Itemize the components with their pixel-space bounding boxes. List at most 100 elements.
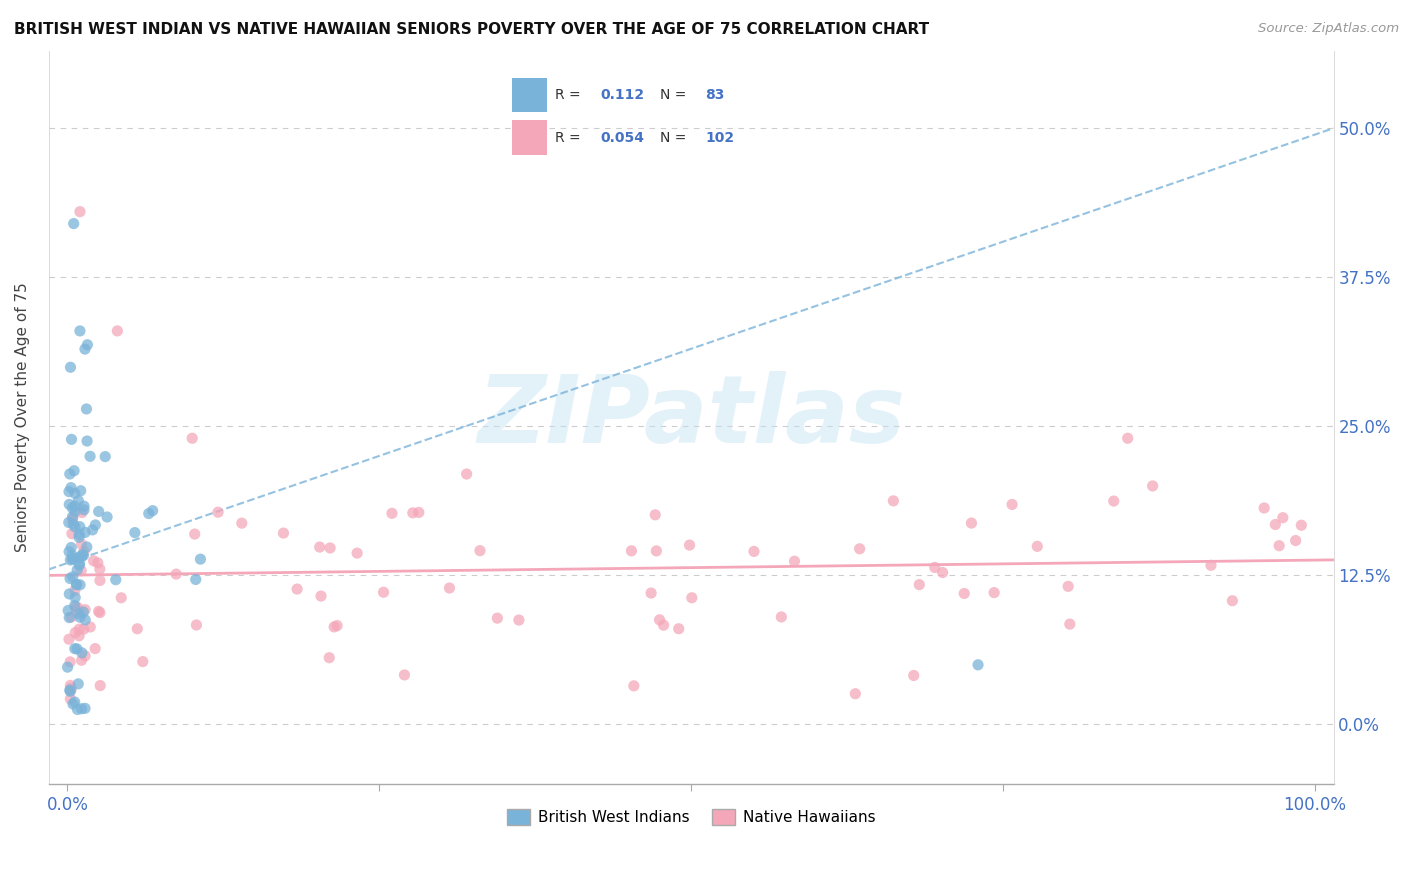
Point	[346, 546, 368, 560]
Point	[181, 431, 204, 445]
Point	[66, 702, 89, 716]
Point	[318, 650, 340, 665]
Point	[59, 553, 82, 567]
Point	[468, 543, 491, 558]
Point	[882, 494, 904, 508]
Point	[678, 538, 700, 552]
Point	[62, 517, 84, 532]
Point	[931, 566, 953, 580]
Point	[848, 541, 870, 556]
Point	[96, 510, 118, 524]
Legend: British West Indians, Native Hawaiians: British West Indians, Native Hawaiians	[501, 803, 882, 831]
Point	[308, 540, 330, 554]
Point	[681, 591, 703, 605]
Point	[73, 701, 96, 715]
Point	[142, 503, 165, 517]
Point	[1026, 539, 1049, 553]
Point	[69, 324, 91, 338]
Point	[56, 660, 79, 674]
Point	[844, 687, 866, 701]
Point	[104, 573, 127, 587]
Point	[1102, 494, 1125, 508]
Point	[402, 506, 425, 520]
Point	[652, 618, 675, 632]
Point	[59, 684, 82, 698]
Point	[69, 519, 91, 533]
Point	[70, 702, 93, 716]
Point	[231, 516, 253, 530]
Point	[59, 683, 82, 698]
Point	[668, 622, 690, 636]
Point	[60, 548, 83, 562]
Point	[72, 605, 94, 619]
Point	[190, 552, 212, 566]
Point	[67, 558, 90, 572]
Point	[67, 629, 90, 643]
Point	[1116, 431, 1139, 445]
Point	[58, 516, 80, 530]
Point	[69, 610, 91, 624]
Point	[63, 583, 86, 598]
Point	[924, 560, 946, 574]
Point	[640, 586, 662, 600]
Point	[63, 520, 86, 534]
Point	[967, 657, 990, 672]
Point	[66, 641, 89, 656]
Point	[79, 450, 101, 464]
Point	[183, 527, 205, 541]
Point	[110, 591, 132, 605]
Point	[89, 574, 111, 588]
Point	[770, 610, 793, 624]
Point	[87, 604, 110, 618]
Point	[82, 523, 104, 537]
Point	[58, 632, 80, 647]
Point	[75, 401, 97, 416]
Point	[76, 540, 98, 554]
Point	[184, 573, 207, 587]
Point	[76, 434, 98, 448]
Point	[66, 605, 89, 619]
Point	[319, 541, 342, 555]
Point	[620, 544, 643, 558]
Point	[67, 622, 90, 636]
Point	[59, 678, 82, 692]
Point	[1285, 533, 1308, 548]
Point	[59, 467, 82, 481]
Point	[62, 511, 84, 525]
Point	[62, 697, 84, 711]
Point	[960, 516, 983, 530]
Point	[373, 585, 395, 599]
Point	[66, 600, 89, 615]
Point	[381, 506, 404, 520]
Point	[72, 549, 94, 563]
Point	[645, 544, 668, 558]
Point	[408, 505, 430, 519]
Point	[1199, 558, 1222, 573]
Point	[66, 577, 89, 591]
Point	[1142, 479, 1164, 493]
Point	[60, 433, 83, 447]
Point	[58, 544, 80, 558]
Point	[165, 567, 187, 582]
Point	[62, 513, 84, 527]
Point	[65, 577, 87, 591]
Point	[1291, 518, 1313, 533]
Point	[394, 668, 416, 682]
Point	[903, 668, 925, 682]
Point	[65, 504, 87, 518]
Point	[63, 591, 86, 605]
Point	[63, 486, 86, 500]
Point	[70, 564, 93, 578]
Point	[60, 552, 83, 566]
Point	[87, 504, 110, 518]
Text: ZIPatlas: ZIPatlas	[477, 371, 905, 463]
Point	[63, 695, 86, 709]
Point	[58, 587, 80, 601]
Point	[1222, 593, 1244, 607]
Point	[65, 625, 87, 640]
Point	[63, 641, 86, 656]
Point	[59, 360, 82, 375]
Point	[105, 324, 128, 338]
Point	[1268, 539, 1291, 553]
Point	[67, 677, 90, 691]
